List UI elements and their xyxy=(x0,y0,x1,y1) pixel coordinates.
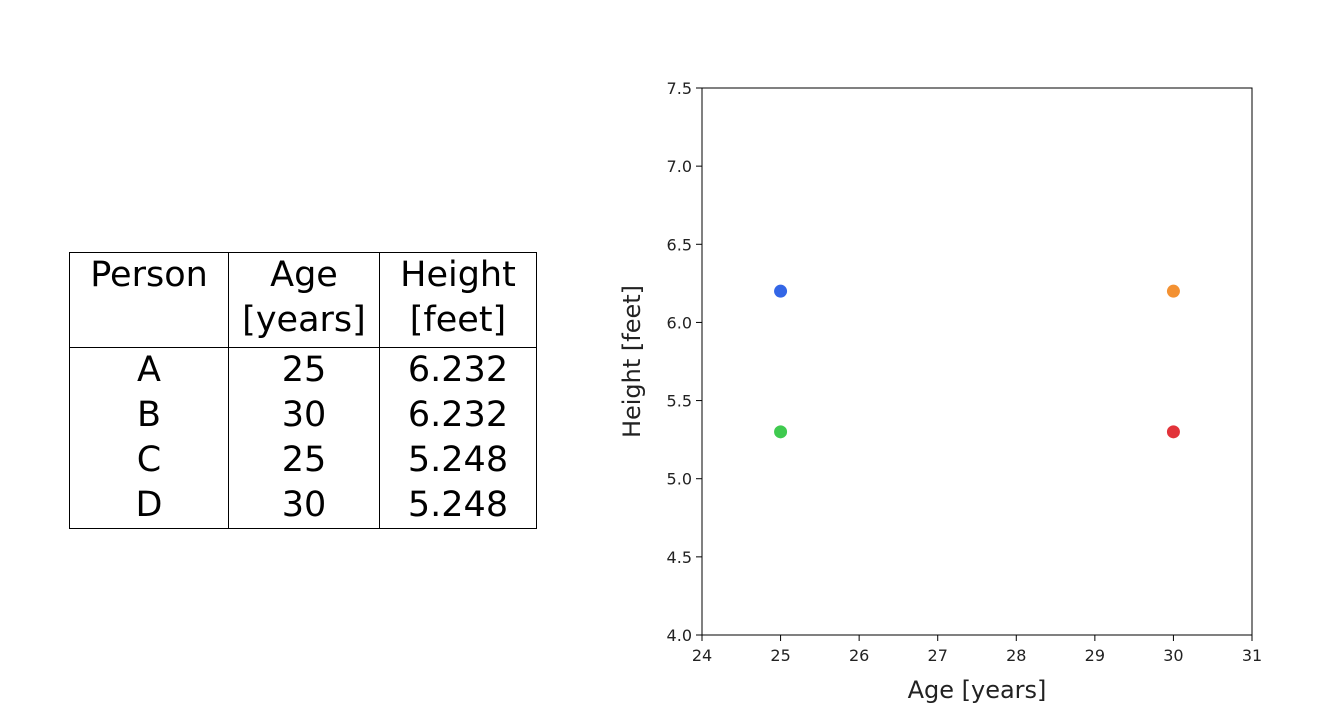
table-row: D 30 5.248 xyxy=(69,483,537,529)
x-tick-label: 26 xyxy=(849,646,869,665)
data-point xyxy=(774,425,788,439)
y-axis-label: Height [feet] xyxy=(618,285,646,438)
cell-height: 5.248 xyxy=(379,438,537,483)
x-tick-label: 27 xyxy=(928,646,948,665)
x-tick-label: 30 xyxy=(1163,646,1183,665)
data-points xyxy=(774,284,1180,439)
x-tick-label: 24 xyxy=(692,646,712,665)
column-header-line: Age xyxy=(270,255,338,295)
column-header-height: Height [feet] xyxy=(379,252,537,348)
x-axis-label: Age [years] xyxy=(908,676,1047,704)
table-row: B 30 6.232 xyxy=(69,393,537,438)
cell-height: 5.248 xyxy=(379,483,537,529)
y-tick-label: 4.5 xyxy=(667,548,692,567)
x-tick-label: 29 xyxy=(1085,646,1105,665)
cell-age: 30 xyxy=(228,483,380,529)
y-tick-label: 5.5 xyxy=(667,392,692,411)
data-point xyxy=(1166,425,1180,439)
table-row: C 25 5.248 xyxy=(69,438,537,483)
cell-person: D xyxy=(69,483,229,529)
y-tick-label: 5.0 xyxy=(667,470,692,489)
table-header-row: Person Age [years] Height [feet] xyxy=(69,252,537,348)
cell-height: 6.232 xyxy=(379,347,537,393)
data-table: Person Age [years] Height [feet] A 25 6.… xyxy=(69,252,537,529)
cell-person: C xyxy=(69,438,229,483)
y-tick-label: 6.5 xyxy=(667,235,692,254)
cell-age: 25 xyxy=(228,347,380,393)
x-axis: 24 25 26 27 28 29 30 31 xyxy=(692,635,1262,665)
cell-height: 6.232 xyxy=(379,393,537,438)
cell-age: 30 xyxy=(228,393,380,438)
data-point xyxy=(1166,284,1180,298)
y-axis: 4.0 4.5 5.0 5.5 6.0 6.5 7.0 7.5 xyxy=(667,79,702,645)
column-header-line: Height xyxy=(400,255,516,295)
x-tick-label: 31 xyxy=(1242,646,1262,665)
y-tick-label: 7.0 xyxy=(667,157,692,176)
column-header-age: Age [years] xyxy=(228,252,380,348)
cell-age: 25 xyxy=(228,438,380,483)
x-tick-label: 25 xyxy=(770,646,790,665)
column-header-line: Person xyxy=(90,255,208,295)
cell-person: A xyxy=(69,347,229,393)
y-tick-label: 4.0 xyxy=(667,626,692,645)
column-header-person: Person xyxy=(69,252,229,348)
y-tick-label: 6.0 xyxy=(667,313,692,332)
y-tick-label: 7.5 xyxy=(667,79,692,98)
column-header-line: [feet] xyxy=(409,300,507,340)
column-header-line: [years] xyxy=(242,300,366,340)
data-point xyxy=(774,284,788,298)
plot-area-frame xyxy=(701,87,1253,636)
x-tick-label: 28 xyxy=(1006,646,1026,665)
table-row: A 25 6.232 xyxy=(69,347,537,393)
